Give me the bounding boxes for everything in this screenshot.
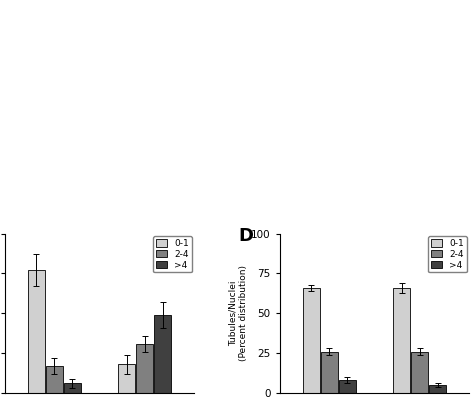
Bar [118,364,135,393]
Bar [411,352,428,393]
Bar [154,315,171,393]
Bar [393,288,410,393]
Text: C: C [242,6,253,21]
Bar [321,352,338,393]
Bar [28,270,45,393]
Bar [303,288,320,393]
Bar [136,344,153,393]
Bar [46,366,63,393]
Legend: 0-1, 2-4, >4: 0-1, 2-4, >4 [428,236,466,272]
Y-axis label: Tubules/Nuclei
(Percent distribution): Tubules/Nuclei (Percent distribution) [229,265,248,361]
Bar [64,384,81,393]
Text: A: A [7,6,19,21]
Bar [339,380,356,393]
Text: D: D [238,227,253,245]
Legend: 0-1, 2-4, >4: 0-1, 2-4, >4 [154,236,191,272]
Bar [429,385,446,393]
